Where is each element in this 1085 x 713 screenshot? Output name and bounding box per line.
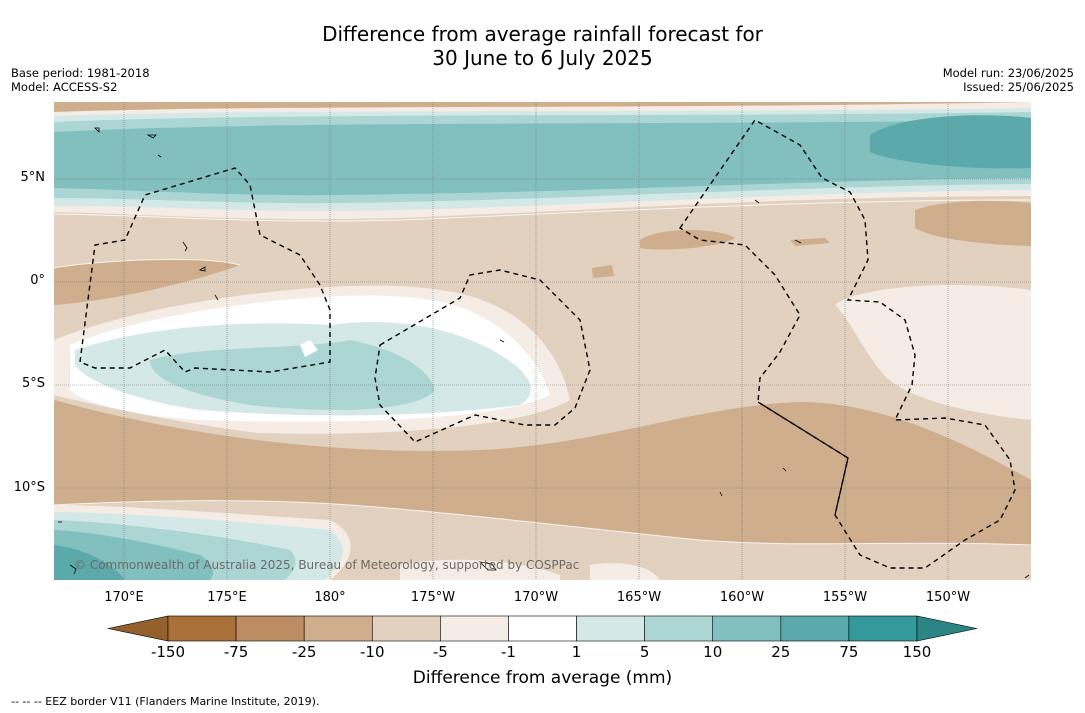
colorbar-tick-label: -10 (360, 643, 385, 661)
lat-label-10s: 10°S (13, 480, 45, 495)
islands (58, 127, 1030, 579)
dry-patch-small (592, 265, 614, 278)
lon-label-175e: 175°E (207, 590, 247, 605)
model-run: Model run: 23/06/2025 (942, 66, 1074, 80)
colorbar-tick-label: 10 (703, 643, 723, 661)
colorbar-tick-label: -75 (223, 643, 249, 661)
white-speck (300, 340, 318, 357)
colorbar-segment (712, 615, 782, 642)
south-dry-band (54, 400, 1031, 545)
colorbar-segment (780, 615, 850, 642)
colorbar-tick-label: -5 (432, 643, 448, 661)
contour-lines (54, 199, 1031, 546)
colorbar-segment (848, 615, 918, 642)
colorbar-segment (167, 615, 237, 642)
model-name: Model: ACCESS-S2 (11, 80, 118, 94)
base-period: Base period: 1981-2018 (11, 66, 150, 80)
eez-footnote: -- -- -- EEZ border V11 (Flanders Marine… (11, 695, 320, 708)
copyright-notice: © Commonwealth of Australia 2025, Bureau… (74, 558, 580, 572)
colorbar-segment (576, 615, 645, 642)
lat-label-5s: 5°S (21, 376, 45, 391)
colorbar-tick-label: 75 (839, 643, 859, 661)
colorbar-tick-label: 150 (902, 643, 932, 661)
metadata-right: Model run: 23/06/2025 Issued: 25/06/2025 (943, 66, 1074, 94)
lat-label-5n: 5°N (20, 170, 46, 185)
lon-label-165w: 165°W (616, 590, 662, 605)
south-light-patch (400, 559, 560, 580)
lon-label-170w: 170°W (513, 590, 559, 605)
colorbar (107, 615, 978, 642)
colorbar-tick-label: 25 (771, 643, 791, 661)
north-wet-core (870, 115, 1031, 169)
dry-patch-east (915, 200, 1031, 246)
colorbar-segment (508, 615, 577, 642)
colorbar-over-arrow (916, 615, 978, 642)
lon-label-150w: 150°W (925, 590, 971, 605)
southwest-wet-5 (54, 545, 125, 580)
north-wet-band-4 (54, 120, 1031, 196)
lon-label-175w: 175°W (410, 590, 456, 605)
title-line-2: 30 June to 6 July 2025 (432, 46, 653, 70)
east-light-region (835, 285, 1031, 420)
colorbar-under-arrow (107, 615, 169, 642)
colorbar-tick-label: -1 (500, 643, 516, 661)
dry-patch-central (640, 230, 735, 250)
colorbar-tick-label: 1 (571, 643, 582, 661)
colorbar-tick-label: -150 (150, 643, 186, 661)
colorbar-segment (303, 615, 373, 642)
colorbar-tick-label: -25 (291, 643, 317, 661)
lon-label-160w: 160°W (719, 590, 765, 605)
lat-label-0: 0° (30, 273, 45, 288)
colorbar-segment (371, 615, 441, 642)
dry-patch-small-2 (790, 238, 830, 246)
lon-label-180: 180° (314, 590, 346, 605)
colorbar-label: Difference from average (mm) (412, 668, 673, 688)
colorbar-segment (235, 615, 305, 642)
eez-borders (79, 119, 1016, 569)
south-light-patch-2 (590, 563, 660, 580)
metadata-left: Base period: 1981-2018 Model: ACCESS-S2 (11, 66, 150, 94)
issued-date: Issued: 25/06/2025 (963, 80, 1074, 94)
colorbar-tick-label: 5 (639, 643, 650, 661)
map-title: Difference from average rainfall forecas… (0, 22, 1085, 70)
rainfall-field (54, 102, 1031, 580)
south-wet-tongue-4 (150, 340, 435, 410)
lon-label-170e: 170°E (104, 590, 144, 605)
graticule (54, 102, 1031, 580)
title-line-1: Difference from average rainfall forecas… (322, 22, 763, 46)
eez-solid-border (757, 401, 849, 516)
lon-label-155w: 155°W (822, 590, 868, 605)
colorbar-segment (644, 615, 714, 642)
colorbar-segment (440, 615, 509, 642)
